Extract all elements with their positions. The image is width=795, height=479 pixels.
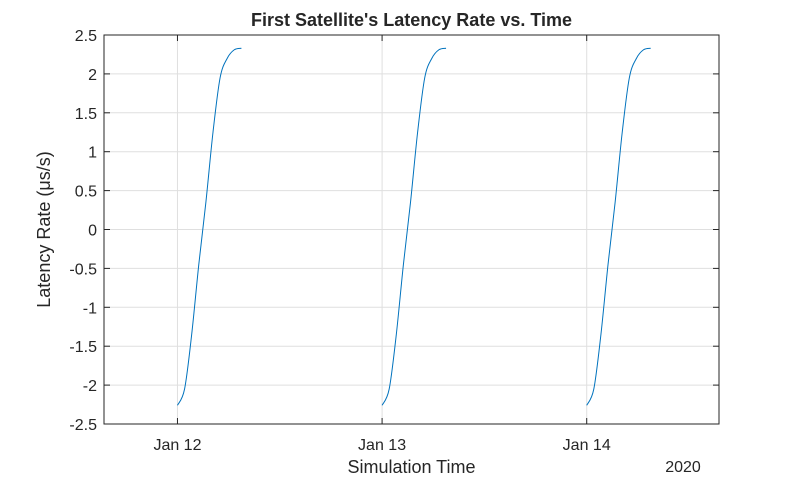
series-line-segment-3 — [586, 47, 651, 406]
x-tick-label: Jan 14 — [563, 437, 611, 454]
x-tick-label: Jan 12 — [153, 437, 201, 454]
ticks: Jan 12 Jan 13 Jan 14 2.5 2 1.5 1 0.5 0 -0.5 -1 -1.5… — [69, 28, 719, 454]
y-tick-label: 1 — [88, 145, 97, 162]
y-tick-label: -2 — [83, 378, 97, 395]
series-group — [177, 47, 651, 406]
series-line-segment-2 — [381, 47, 447, 406]
x-tick-label: Jan 13 — [358, 437, 406, 454]
y-tick-label: -1.5 — [69, 339, 97, 356]
series-line-segment-1 — [177, 47, 242, 406]
y-tick-label: -1 — [83, 300, 97, 317]
x-axis-title: Simulation Time — [347, 457, 475, 477]
chart-title: First Satellite's Latency Rate vs. Time — [251, 10, 572, 30]
y-tick-label: -0.5 — [69, 261, 97, 278]
y-tick-label: 1.5 — [75, 106, 97, 123]
y-tick-label: 2.5 — [75, 28, 97, 45]
y-tick-label: 0 — [88, 223, 97, 240]
y-tick-label: -2.5 — [69, 417, 97, 434]
y-axis-title: Latency Rate (μs/s) — [34, 151, 54, 307]
y-tick-label: 2 — [88, 67, 97, 84]
x-axis-year-label: 2020 — [665, 459, 701, 476]
y-tick-label: 0.5 — [75, 184, 97, 201]
